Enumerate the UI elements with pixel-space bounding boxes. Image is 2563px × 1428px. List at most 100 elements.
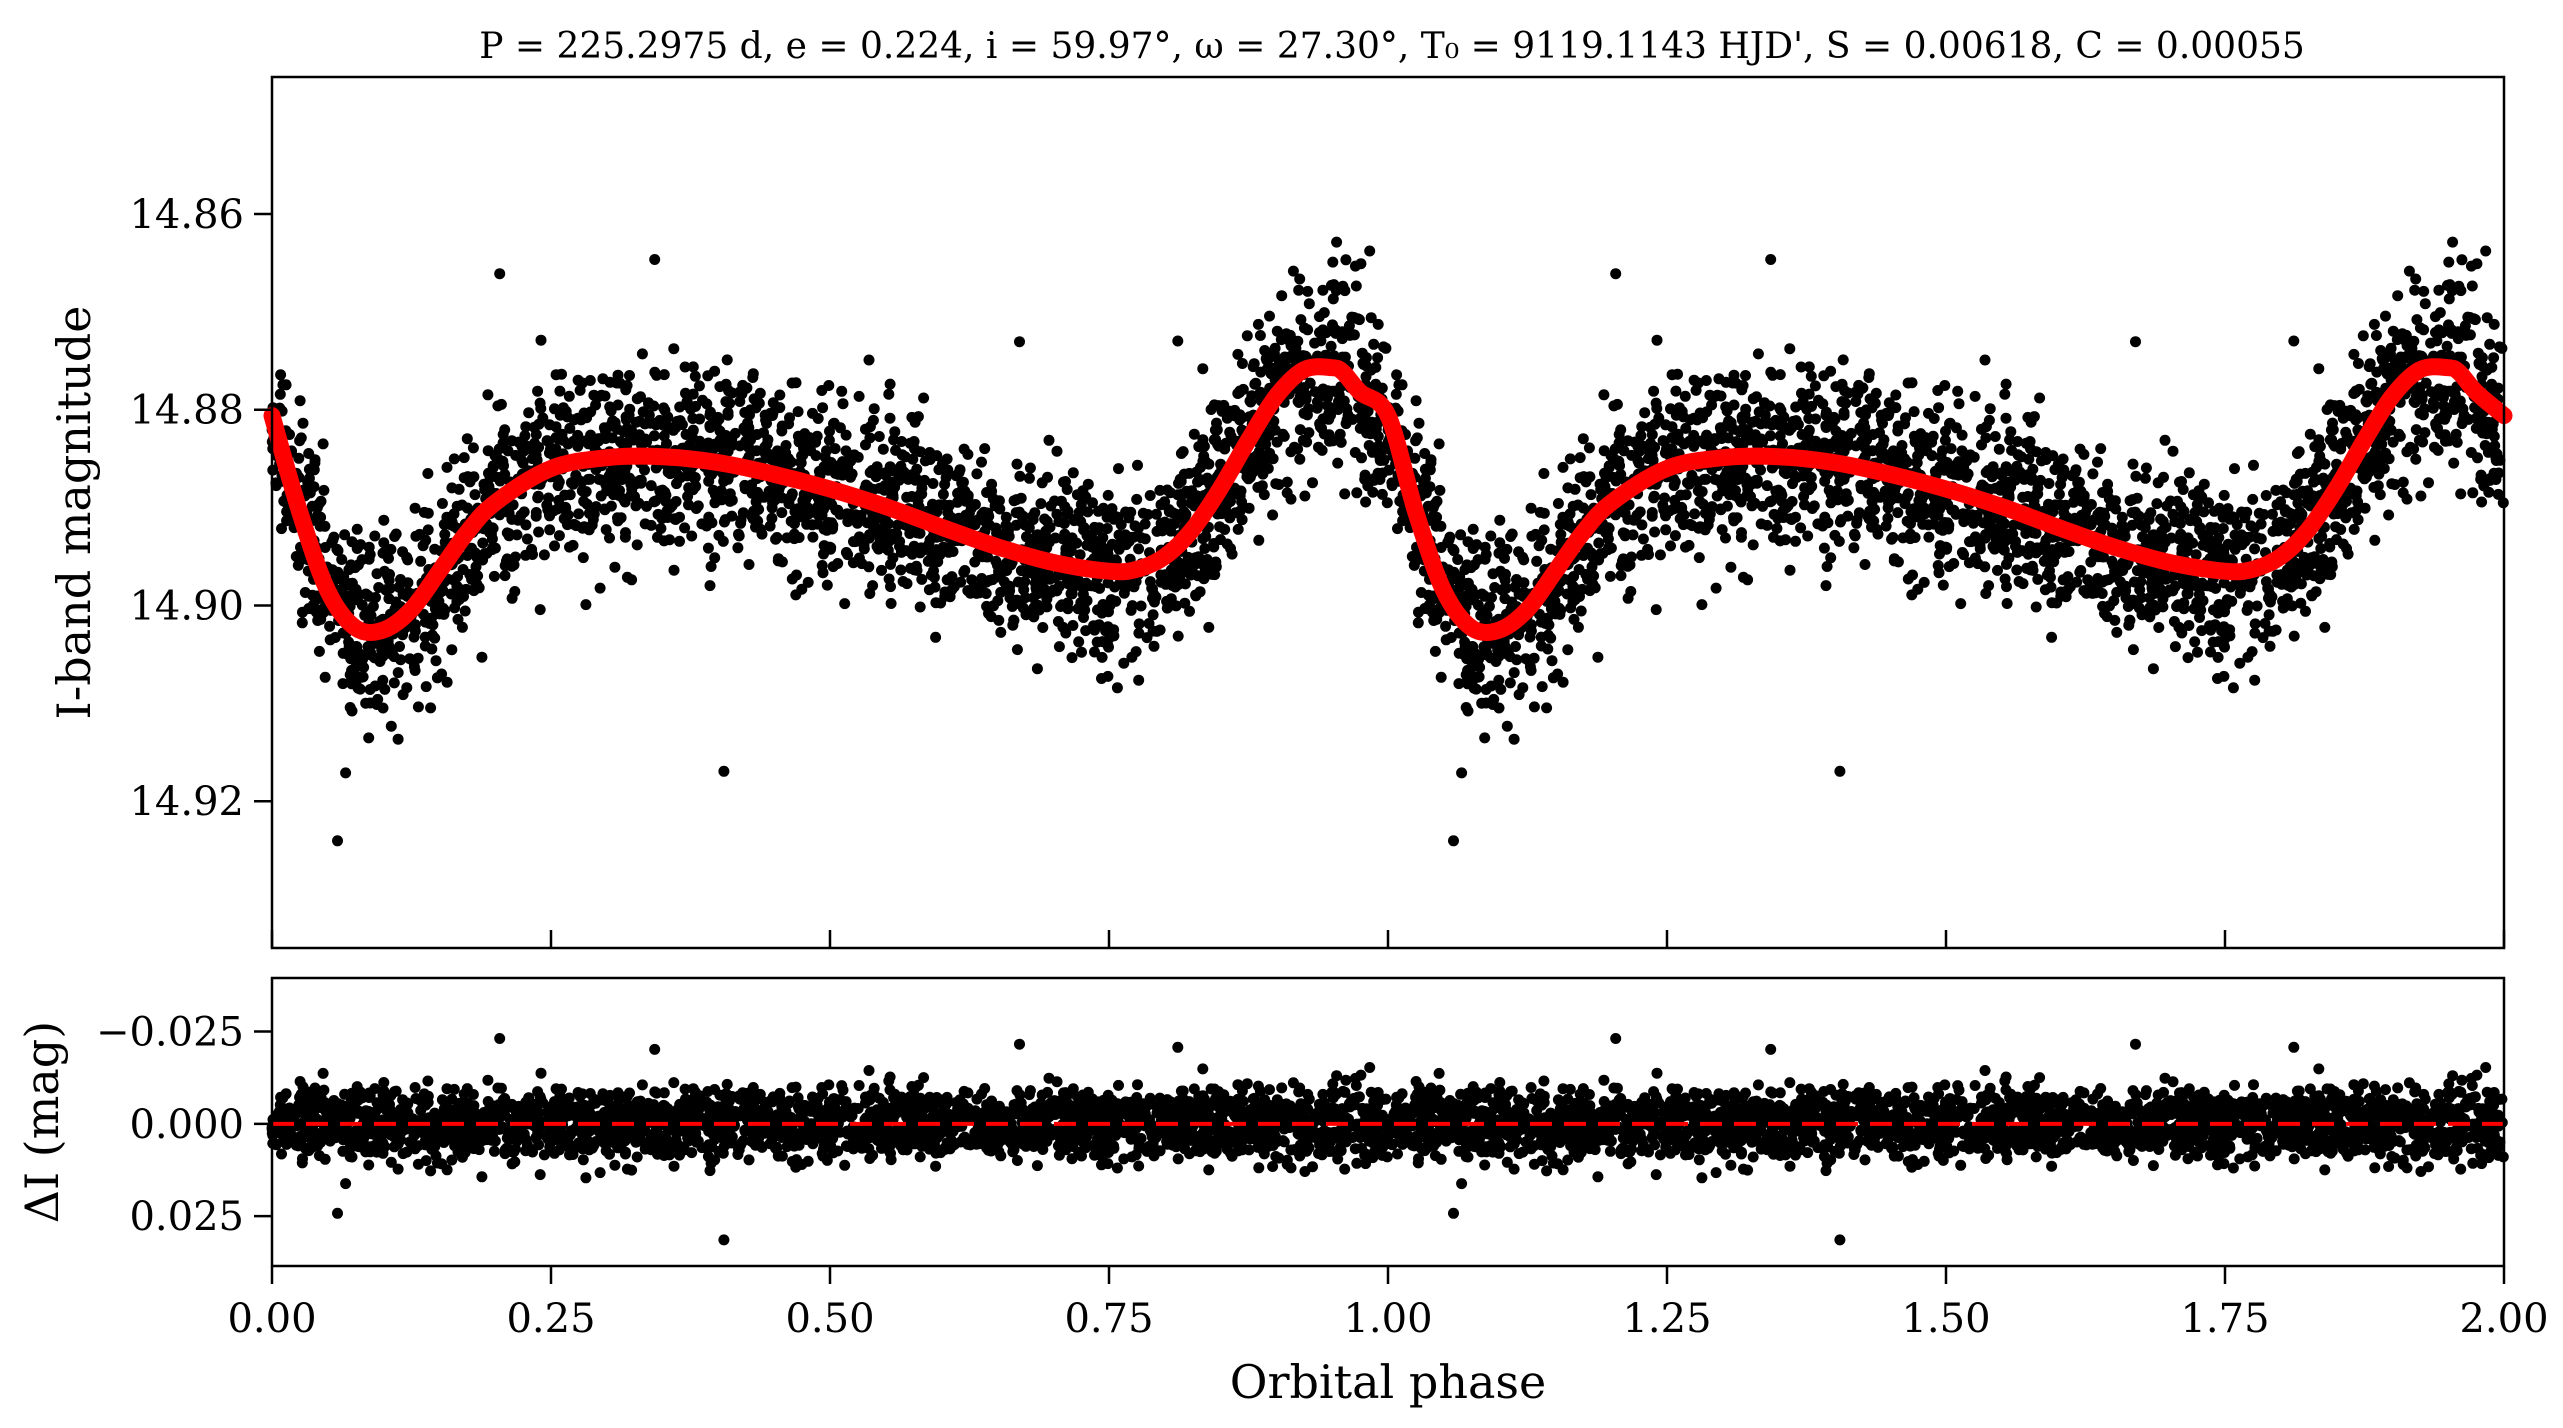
data-point: [1615, 424, 1627, 436]
data-point: [1199, 543, 1211, 554]
data-point: [1073, 507, 1085, 518]
data-point: [1795, 361, 1807, 373]
data-point: [564, 489, 576, 501]
data-point: [1600, 472, 1612, 484]
data-point: [564, 422, 576, 434]
data-point: [1179, 578, 1191, 590]
data-point: [2162, 572, 2174, 584]
data-point: [1184, 605, 1195, 617]
data-point: [1078, 612, 1089, 623]
data-point: [1154, 624, 1166, 636]
data-point: [1693, 552, 1705, 564]
data-point: [2414, 382, 2426, 394]
data-point: [895, 564, 907, 576]
data-point: [2073, 476, 2085, 488]
data-point: [557, 402, 569, 414]
data-point: [766, 502, 778, 514]
data-point: [431, 672, 443, 684]
data-point: [521, 533, 533, 545]
data-point: [718, 475, 730, 487]
data-point: [1244, 395, 1256, 407]
data-point: [1752, 348, 1764, 360]
data-point: [484, 472, 496, 484]
data-point: [2348, 388, 2360, 399]
data-point: [1219, 443, 1231, 455]
data-point: [821, 579, 833, 591]
data-point: [1455, 529, 1467, 541]
data-point: [401, 682, 413, 694]
data-point: [570, 471, 582, 483]
data-point: [1190, 553, 1202, 565]
data-point: [753, 397, 765, 409]
data-point: [821, 445, 832, 457]
data-point: [1209, 569, 1221, 581]
data-point: [1067, 620, 1079, 631]
data-point: [1023, 472, 1035, 484]
data-point: [1583, 442, 1595, 454]
data-point: [709, 497, 721, 509]
data-point: [1648, 385, 1660, 397]
data-point: [1356, 347, 1368, 359]
data-point: [573, 508, 585, 520]
data-point: [1517, 682, 1529, 694]
data-point: [2299, 467, 2311, 479]
data-point: [912, 411, 924, 423]
data-point: [1015, 565, 1027, 577]
data-point: [1849, 530, 1861, 542]
data-point: [715, 441, 727, 453]
data-point: [544, 524, 556, 536]
data-point: [1892, 420, 1904, 432]
data-point: [1326, 385, 1338, 397]
data-point: [1268, 348, 1280, 360]
data-point: [297, 606, 308, 618]
data-point: [312, 615, 324, 626]
data-point: [694, 413, 706, 425]
data-point: [549, 403, 560, 415]
data-point: [1574, 452, 1586, 464]
data-point: [705, 441, 717, 453]
data-point: [1129, 520, 1141, 532]
data-point: [1059, 501, 1071, 513]
data-point: [1796, 429, 1808, 440]
data-point: [1003, 557, 1015, 569]
data-point: [374, 656, 386, 667]
data-point: [1303, 298, 1315, 310]
data-point: [720, 396, 732, 408]
data-point: [994, 503, 1006, 515]
data-point: [1364, 425, 1376, 436]
data-point: [1771, 523, 1783, 534]
data-point: [706, 468, 718, 480]
data-point: [2335, 443, 2347, 455]
data-point: [295, 553, 307, 565]
data-point: [1467, 523, 1479, 535]
data-point: [2408, 443, 2420, 455]
data-point: [2212, 651, 2224, 663]
data-point: [1197, 533, 1209, 545]
data-point: [810, 436, 822, 448]
data-point: [2056, 472, 2068, 484]
data-point: [858, 543, 870, 555]
data-point: [709, 365, 721, 377]
data-point: [1425, 454, 1437, 466]
data-point: [1232, 388, 1244, 399]
data-point: [1447, 543, 1459, 555]
data-point: [1176, 497, 1188, 509]
data-point: [1303, 427, 1315, 439]
data-point: [2069, 467, 2081, 478]
data-point: [519, 430, 531, 442]
data-point: [927, 498, 938, 510]
data-point: [2360, 395, 2372, 407]
data-point: [1243, 502, 1255, 514]
data-point: [275, 369, 287, 381]
data-point: [2167, 445, 2179, 457]
data-point: [281, 515, 293, 527]
data-point: [2151, 498, 2163, 510]
data-point: [578, 407, 590, 419]
data-point: [946, 571, 958, 583]
data-point: [1562, 482, 1574, 494]
data-point: [1653, 412, 1665, 424]
data-point: [429, 543, 441, 555]
data-point: [2324, 538, 2336, 549]
data-point: [630, 500, 642, 512]
